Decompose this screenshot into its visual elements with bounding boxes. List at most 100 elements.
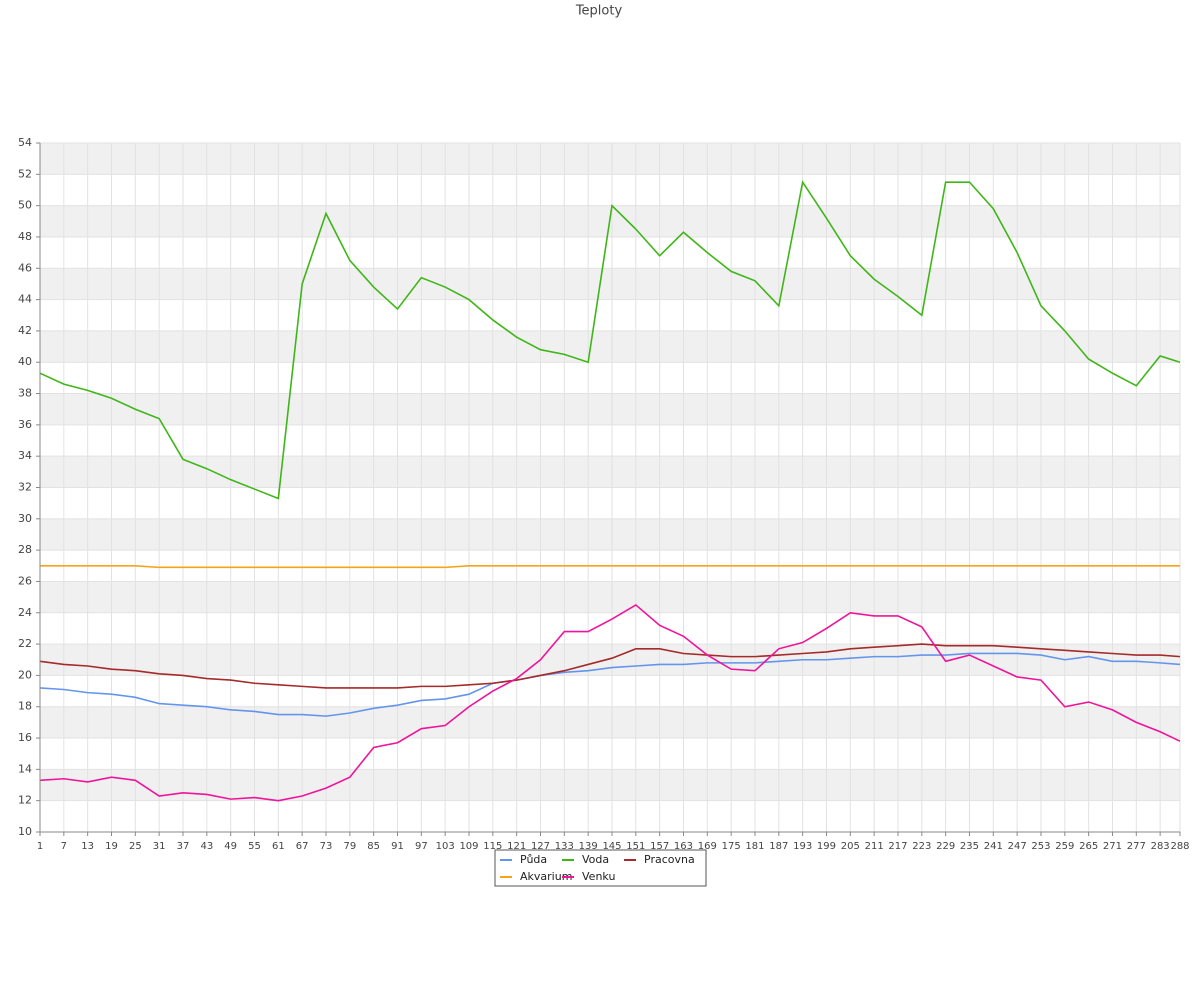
x-tick-label: 199 <box>817 841 836 852</box>
grid-band <box>40 644 1180 676</box>
series-line <box>39 643 1181 689</box>
y-tick-label: 34 <box>18 449 32 462</box>
x-tick-label: 145 <box>602 841 621 852</box>
grid <box>39 142 1181 833</box>
legend-label: Pracovna <box>644 853 695 866</box>
y-tick-label: 36 <box>18 418 32 431</box>
y-tick-label: 26 <box>18 574 32 587</box>
series-line <box>40 564 1180 569</box>
x-tick-label: 187 <box>769 841 788 852</box>
grid-band <box>40 143 1180 175</box>
y-tick-label: 52 <box>18 167 32 180</box>
legend-label: Venku <box>582 870 615 883</box>
x-tick-label: 259 <box>1055 841 1074 852</box>
legend: Půda Voda Pracovna Akvarium Venku <box>500 853 695 883</box>
y-tick-label: 18 <box>18 700 32 713</box>
x-tick-label: 7 <box>61 841 67 852</box>
y-tick-label: 48 <box>18 230 32 243</box>
x-tick-label: 229 <box>936 841 955 852</box>
y-tick-label: 14 <box>18 762 32 775</box>
y-tick-label: 46 <box>18 261 32 274</box>
series-line <box>39 652 1181 717</box>
x-tick-label: 175 <box>722 841 741 852</box>
x-tick-label: 133 <box>555 841 574 852</box>
x-tick-label: 55 <box>248 841 261 852</box>
x-tick-label: 73 <box>320 841 333 852</box>
x-tick-label: 19 <box>105 841 118 852</box>
x-tick-label: 283 <box>1151 841 1170 852</box>
grid-band <box>40 518 1180 551</box>
y-tick-label: 40 <box>18 355 32 368</box>
x-tick-label: 49 <box>224 841 237 852</box>
x-tick-label: 193 <box>793 841 812 852</box>
x-tick-label: 1 <box>37 841 43 852</box>
grid-band <box>40 456 1180 488</box>
x-tick-label: 265 <box>1079 841 1098 852</box>
x-tick-label: 181 <box>745 841 764 852</box>
x-tick-label: 247 <box>1008 841 1027 852</box>
chart-title: Teploty <box>575 4 623 19</box>
x-tick-label: 79 <box>343 841 356 852</box>
x-tick-label: 169 <box>698 841 717 852</box>
series-line <box>39 603 1181 802</box>
x-tick-label: 139 <box>579 841 598 852</box>
x-tick-label: 91 <box>391 841 404 852</box>
y-tick-label: 16 <box>18 731 32 744</box>
x-tick-label: 115 <box>483 841 502 852</box>
legend-label: Půda <box>520 853 547 866</box>
x-tick-label: 241 <box>984 841 1003 852</box>
grid-band <box>40 268 1180 300</box>
x-tick-label: 31 <box>153 841 166 852</box>
x-tick-label: 151 <box>626 841 645 852</box>
y-tick-label: 24 <box>18 606 32 619</box>
y-tick-label: 42 <box>18 324 32 337</box>
x-tick-label: 97 <box>415 841 428 852</box>
legend-box <box>494 849 707 887</box>
axes: 10 12 14 16 18 20 22 24 26 28 30 32 34 36 38 40 42 44 46 48… <box>18 136 1190 852</box>
x-tick-label: 43 <box>200 841 213 852</box>
x-tick-label: 127 <box>531 841 550 852</box>
grid-band <box>40 769 1180 801</box>
x-tick-label: 37 <box>177 841 190 852</box>
x-tick-label: 25 <box>129 841 142 852</box>
y-tick-label: 38 <box>18 387 32 400</box>
grid-band <box>40 581 1180 613</box>
x-tick-label: 13 <box>81 841 94 852</box>
y-tick-label: 32 <box>18 481 32 494</box>
x-tick-label: 121 <box>507 841 526 852</box>
y-tick-label: 22 <box>18 637 32 650</box>
legend-label: Voda <box>582 853 609 866</box>
x-tick-label: 157 <box>650 841 669 852</box>
x-tick-label: 205 <box>841 841 860 852</box>
x-tick-label: 67 <box>296 841 309 852</box>
y-tick-label: 10 <box>18 825 32 838</box>
x-tick-label: 235 <box>960 841 979 852</box>
legend-label: Akvarium <box>520 870 572 883</box>
x-tick-label: 253 <box>1031 841 1050 852</box>
x-tick-label: 61 <box>272 841 285 852</box>
x-tick-label: 163 <box>674 841 693 852</box>
y-tick-label: 54 <box>18 136 32 149</box>
grid-band <box>40 330 1180 363</box>
x-tick-label: 277 <box>1127 841 1146 852</box>
y-tick-label: 12 <box>18 794 32 807</box>
x-tick-label: 211 <box>865 841 884 852</box>
x-tick-label: 288 <box>1170 841 1189 852</box>
x-tick-label: 109 <box>459 841 478 852</box>
y-tick-label: 28 <box>18 543 32 556</box>
series-lines <box>39 180 1181 802</box>
x-tick-label: 223 <box>912 841 931 852</box>
y-tick-label: 20 <box>18 668 32 681</box>
y-tick-label: 30 <box>18 512 32 525</box>
grid-band <box>40 393 1180 425</box>
y-tick-label: 44 <box>18 293 32 306</box>
y-tick-label: 50 <box>18 199 32 212</box>
series-line <box>39 180 1181 500</box>
x-tick-label: 271 <box>1103 841 1122 852</box>
x-tick-label: 103 <box>436 841 455 852</box>
grid-band <box>40 706 1180 739</box>
x-tick-label: 85 <box>367 841 380 852</box>
x-tick-label: 217 <box>888 841 907 852</box>
plot-bands <box>40 143 1180 801</box>
